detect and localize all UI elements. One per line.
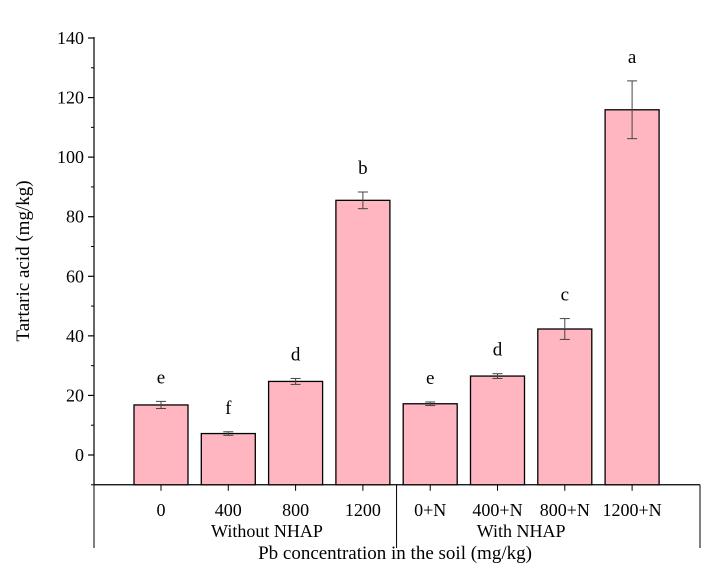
bar [335,199,391,486]
y-tick-label: 120 [57,88,84,108]
y-tick-label: 20 [66,385,84,405]
x-tick-label: 0+N [414,500,446,520]
y-axis-label: Tartaric acid (mg/kg) [13,180,34,341]
significance-letter: e [426,368,434,389]
significance-letter: d [291,344,301,365]
group-axis: Without NHAP With NHAP [93,484,701,548]
bar [267,380,324,486]
group-label: With NHAP [477,521,566,541]
bars: e 0 f 400 d 800 b 1200 e 0+N d 400+N c 800+N a 1200+N [133,47,662,520]
significance-letter: c [561,285,569,306]
bar [604,109,660,486]
significance-letter: a [628,47,637,68]
x-tick-label: 800 [282,500,309,520]
significance-letter: d [493,340,503,361]
y-tick-label: 0 [75,445,84,465]
y-tick-label: 80 [66,207,84,227]
y-tick-label: 60 [66,266,84,286]
y-tick-label: 100 [57,147,84,167]
y-tick-label: 40 [66,326,84,346]
bar [537,328,593,486]
group-label: Without NHAP [211,521,323,541]
bar [469,375,526,486]
bar [133,404,189,486]
x-tick-label: 1200 [345,500,381,520]
x-axis-label: Pb concentration in the soil (mg/kg) [258,543,532,564]
y-axis: 0 20 40 60 80 100 120 140 [57,28,95,486]
x-tick-label: 400 [215,500,242,520]
bar [200,432,256,486]
significance-letter: b [358,158,368,179]
significance-letter: e [157,367,165,388]
x-tick-label: 0 [157,500,166,520]
x-tick-label: 1200+N [603,500,662,520]
bar [402,403,458,486]
x-tick-label: 800+N [540,500,590,520]
y-tick-label: 140 [57,28,84,48]
x-tick-label: 400+N [472,500,522,520]
significance-letter: f [225,398,232,419]
